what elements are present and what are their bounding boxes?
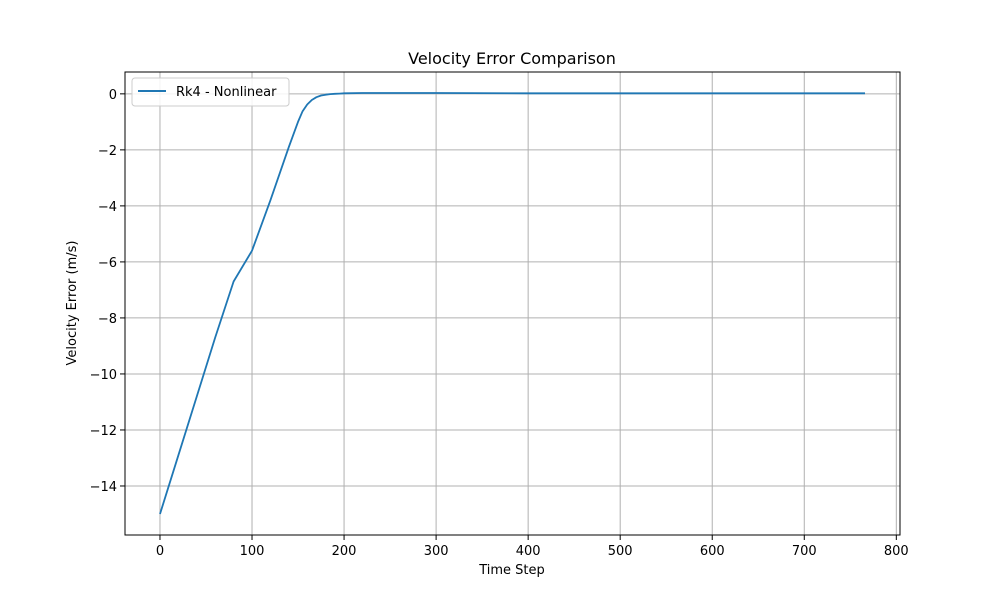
y-tick-label: −8 xyxy=(98,312,117,327)
y-tick-label: −6 xyxy=(98,256,117,271)
x-tick-label: 500 xyxy=(608,544,633,559)
legend: Rk4 - Nonlinear xyxy=(131,77,290,107)
y-tick-label: −14 xyxy=(90,480,117,495)
y-tick-label: 0 xyxy=(109,88,117,103)
x-tick-label: 800 xyxy=(884,544,909,559)
y-axis-label: Velocity Error (m/s) xyxy=(65,241,80,366)
series-layer xyxy=(159,92,865,515)
series-line xyxy=(159,92,865,515)
y-tick-label: −4 xyxy=(98,200,117,215)
legend-box xyxy=(131,77,290,107)
x-tick-label: 100 xyxy=(240,544,265,559)
y-tick-label: −10 xyxy=(90,368,117,383)
x-tick-label: 400 xyxy=(516,544,541,559)
x-tick-label: 700 xyxy=(792,544,817,559)
legend-label: Rk4 - Nonlinear xyxy=(176,85,277,100)
y-tick-label: −2 xyxy=(98,144,117,159)
grid xyxy=(125,72,900,535)
x-axis: 0 100 200 300 400 500 600 700 800 xyxy=(156,535,909,559)
plot-frame xyxy=(124,71,901,536)
x-tick-label: 200 xyxy=(332,544,357,559)
x-tick-label: 0 xyxy=(156,544,164,559)
chart-title: Velocity Error Comparison xyxy=(408,49,616,68)
x-tick-label: 300 xyxy=(424,544,449,559)
y-axis: −14 −12 −10 −8 −6 −4 −2 0 xyxy=(90,88,125,495)
y-tick-label: −12 xyxy=(90,424,117,439)
x-axis-label: Time Step xyxy=(478,563,545,578)
x-tick-label: 600 xyxy=(700,544,725,559)
